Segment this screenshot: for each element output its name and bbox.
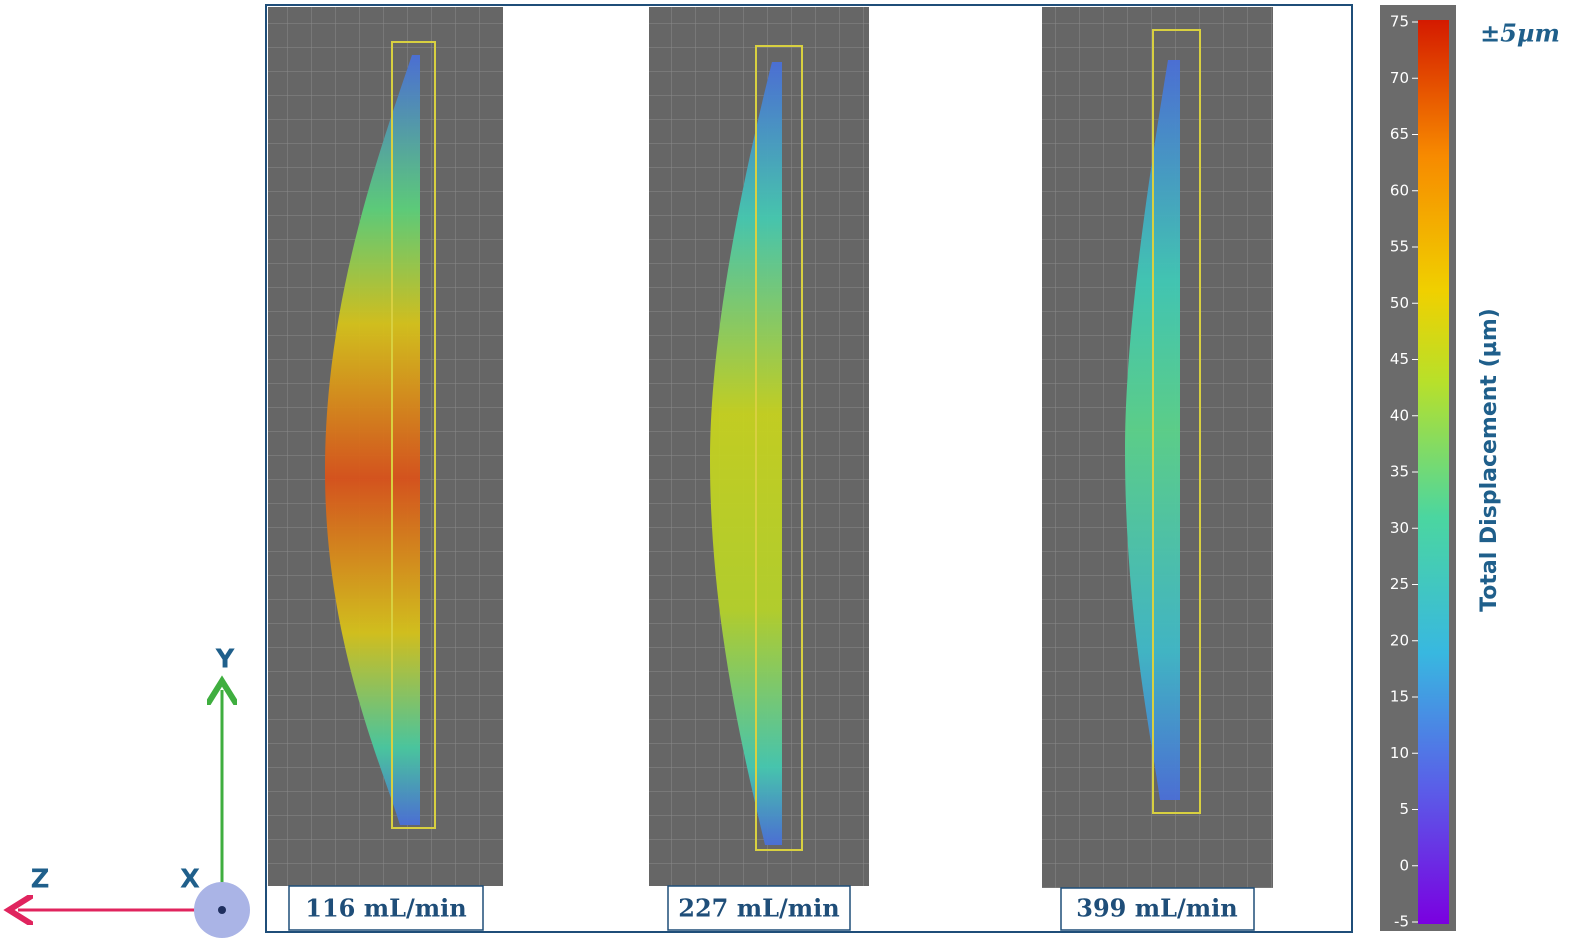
tick-label: 5	[1399, 800, 1409, 818]
tick-label: 40	[1390, 406, 1409, 424]
axis-label: X	[180, 865, 200, 895]
tick-label: 25	[1390, 575, 1409, 593]
tick-label: 75	[1390, 13, 1409, 31]
tick-label: 35	[1390, 463, 1409, 481]
tick-label: 45	[1390, 350, 1409, 368]
tick-label: 60	[1390, 181, 1409, 199]
panel-label: 399 mL/min	[1076, 894, 1237, 923]
tick-label: 65	[1390, 125, 1409, 143]
tick-label: 20	[1390, 631, 1409, 649]
tick-label: 50	[1390, 294, 1409, 312]
tick-label: -5	[1394, 913, 1409, 931]
panel: 227 mL/min	[649, 7, 869, 930]
panel-label: 116 mL/min	[305, 894, 466, 923]
panel-label: 227 mL/min	[678, 894, 839, 923]
panel: 116 mL/min	[268, 7, 503, 930]
axis-label: Z	[31, 865, 50, 895]
tick-label: 15	[1390, 688, 1409, 706]
tick-label: 10	[1390, 744, 1409, 762]
tick-label: 0	[1399, 856, 1409, 874]
axis-label: Y	[215, 645, 236, 675]
axes-icon: Y Z X	[18, 645, 250, 939]
tick-label: 70	[1390, 69, 1409, 87]
figure: 116 mL/min 227 mL/min 399 mL/min Y Z X T…	[0, 0, 1590, 951]
tick-label: 55	[1390, 238, 1409, 256]
annotation: ±5µm	[1480, 19, 1560, 48]
panel: 399 mL/min	[1042, 7, 1273, 930]
tick-label: 30	[1390, 519, 1409, 537]
colorbar-label: Total Displacement (µm)	[1477, 308, 1502, 612]
